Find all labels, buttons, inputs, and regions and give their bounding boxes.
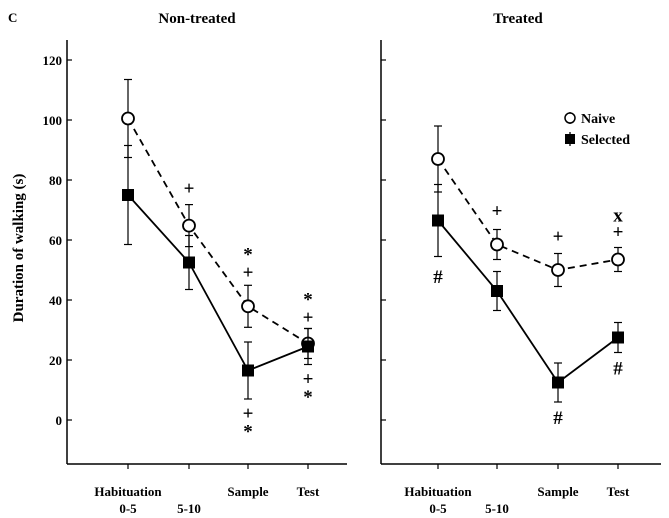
y-axis-label: Duration of walking (s) [11, 174, 27, 323]
x-category-sublabel: 5-10 [177, 501, 201, 516]
significance-mark: * [243, 245, 253, 266]
selected-data-point [491, 285, 503, 297]
y-tick-label: 40 [49, 293, 62, 308]
y-tick-label: 60 [49, 233, 62, 248]
naive-data-point [431, 152, 445, 166]
left-panel: 0 20 40 60 80 100 120 Habituation 0-5 5-10 Sample T… [43, 40, 347, 516]
left-panel-title: Non-treated [158, 11, 236, 27]
selected-data-point [612, 331, 624, 344]
right-panel-title: Treated [493, 11, 543, 27]
selected-data-point [552, 376, 564, 389]
naive-data-point [121, 111, 135, 126]
x-category-label: Habituation [94, 484, 162, 499]
legend: Naive Selected [564, 112, 630, 148]
significance-mark: + [303, 369, 314, 390]
selected-data-point [302, 340, 314, 353]
left-selected-line [127, 194, 309, 372]
significance-mark: + [553, 227, 564, 248]
significance-mark: + [243, 263, 254, 284]
selected-data-point [122, 189, 134, 201]
y-tick-label: 20 [49, 353, 62, 368]
selected-data-point [183, 256, 195, 269]
naive-data-point [490, 237, 504, 252]
significance-mark: x [613, 206, 623, 227]
legend-selected-marker [565, 134, 575, 144]
x-category-label: Test [297, 484, 320, 499]
significance-mark: # [553, 408, 563, 429]
x-category-sublabel: 0-5 [119, 501, 137, 516]
naive-data-point [611, 252, 625, 267]
significance-mark: + [613, 222, 624, 243]
y-tick-label: 80 [49, 173, 62, 188]
significance-mark: # [433, 267, 443, 288]
naive-data-point [182, 218, 196, 233]
naive-data-point [241, 299, 255, 314]
naive-data-point [551, 263, 565, 277]
y-tick-label: 0 [56, 413, 63, 428]
significance-mark: # [613, 359, 623, 380]
significance-mark: * [303, 290, 313, 311]
y-tick-label: 120 [43, 53, 63, 68]
x-category-sublabel: 0-5 [429, 501, 447, 516]
x-category-label: Test [607, 484, 630, 499]
right-selected-line [437, 219, 619, 384]
y-tick-label: 100 [43, 113, 63, 128]
legend-selected-label: Selected [581, 133, 630, 148]
panel-letter: C [8, 10, 17, 25]
significance-mark: * [303, 387, 313, 408]
x-category-label: Sample [537, 484, 578, 499]
selected-data-point [432, 214, 444, 227]
x-category-label: Habituation [404, 484, 472, 499]
significance-mark: + [492, 201, 503, 222]
significance-mark: * [243, 422, 253, 443]
left-naive-line [127, 118, 309, 345]
legend-naive-label: Naive [581, 112, 615, 127]
significance-mark: + [243, 404, 254, 425]
significance-mark: + [184, 179, 195, 200]
significance-mark: + [303, 308, 314, 329]
x-category-sublabel: 5-10 [485, 501, 509, 516]
legend-naive-marker [564, 112, 576, 124]
right-naive-line [437, 158, 619, 271]
selected-data-point [242, 364, 254, 377]
x-category-label: Sample [227, 484, 268, 499]
